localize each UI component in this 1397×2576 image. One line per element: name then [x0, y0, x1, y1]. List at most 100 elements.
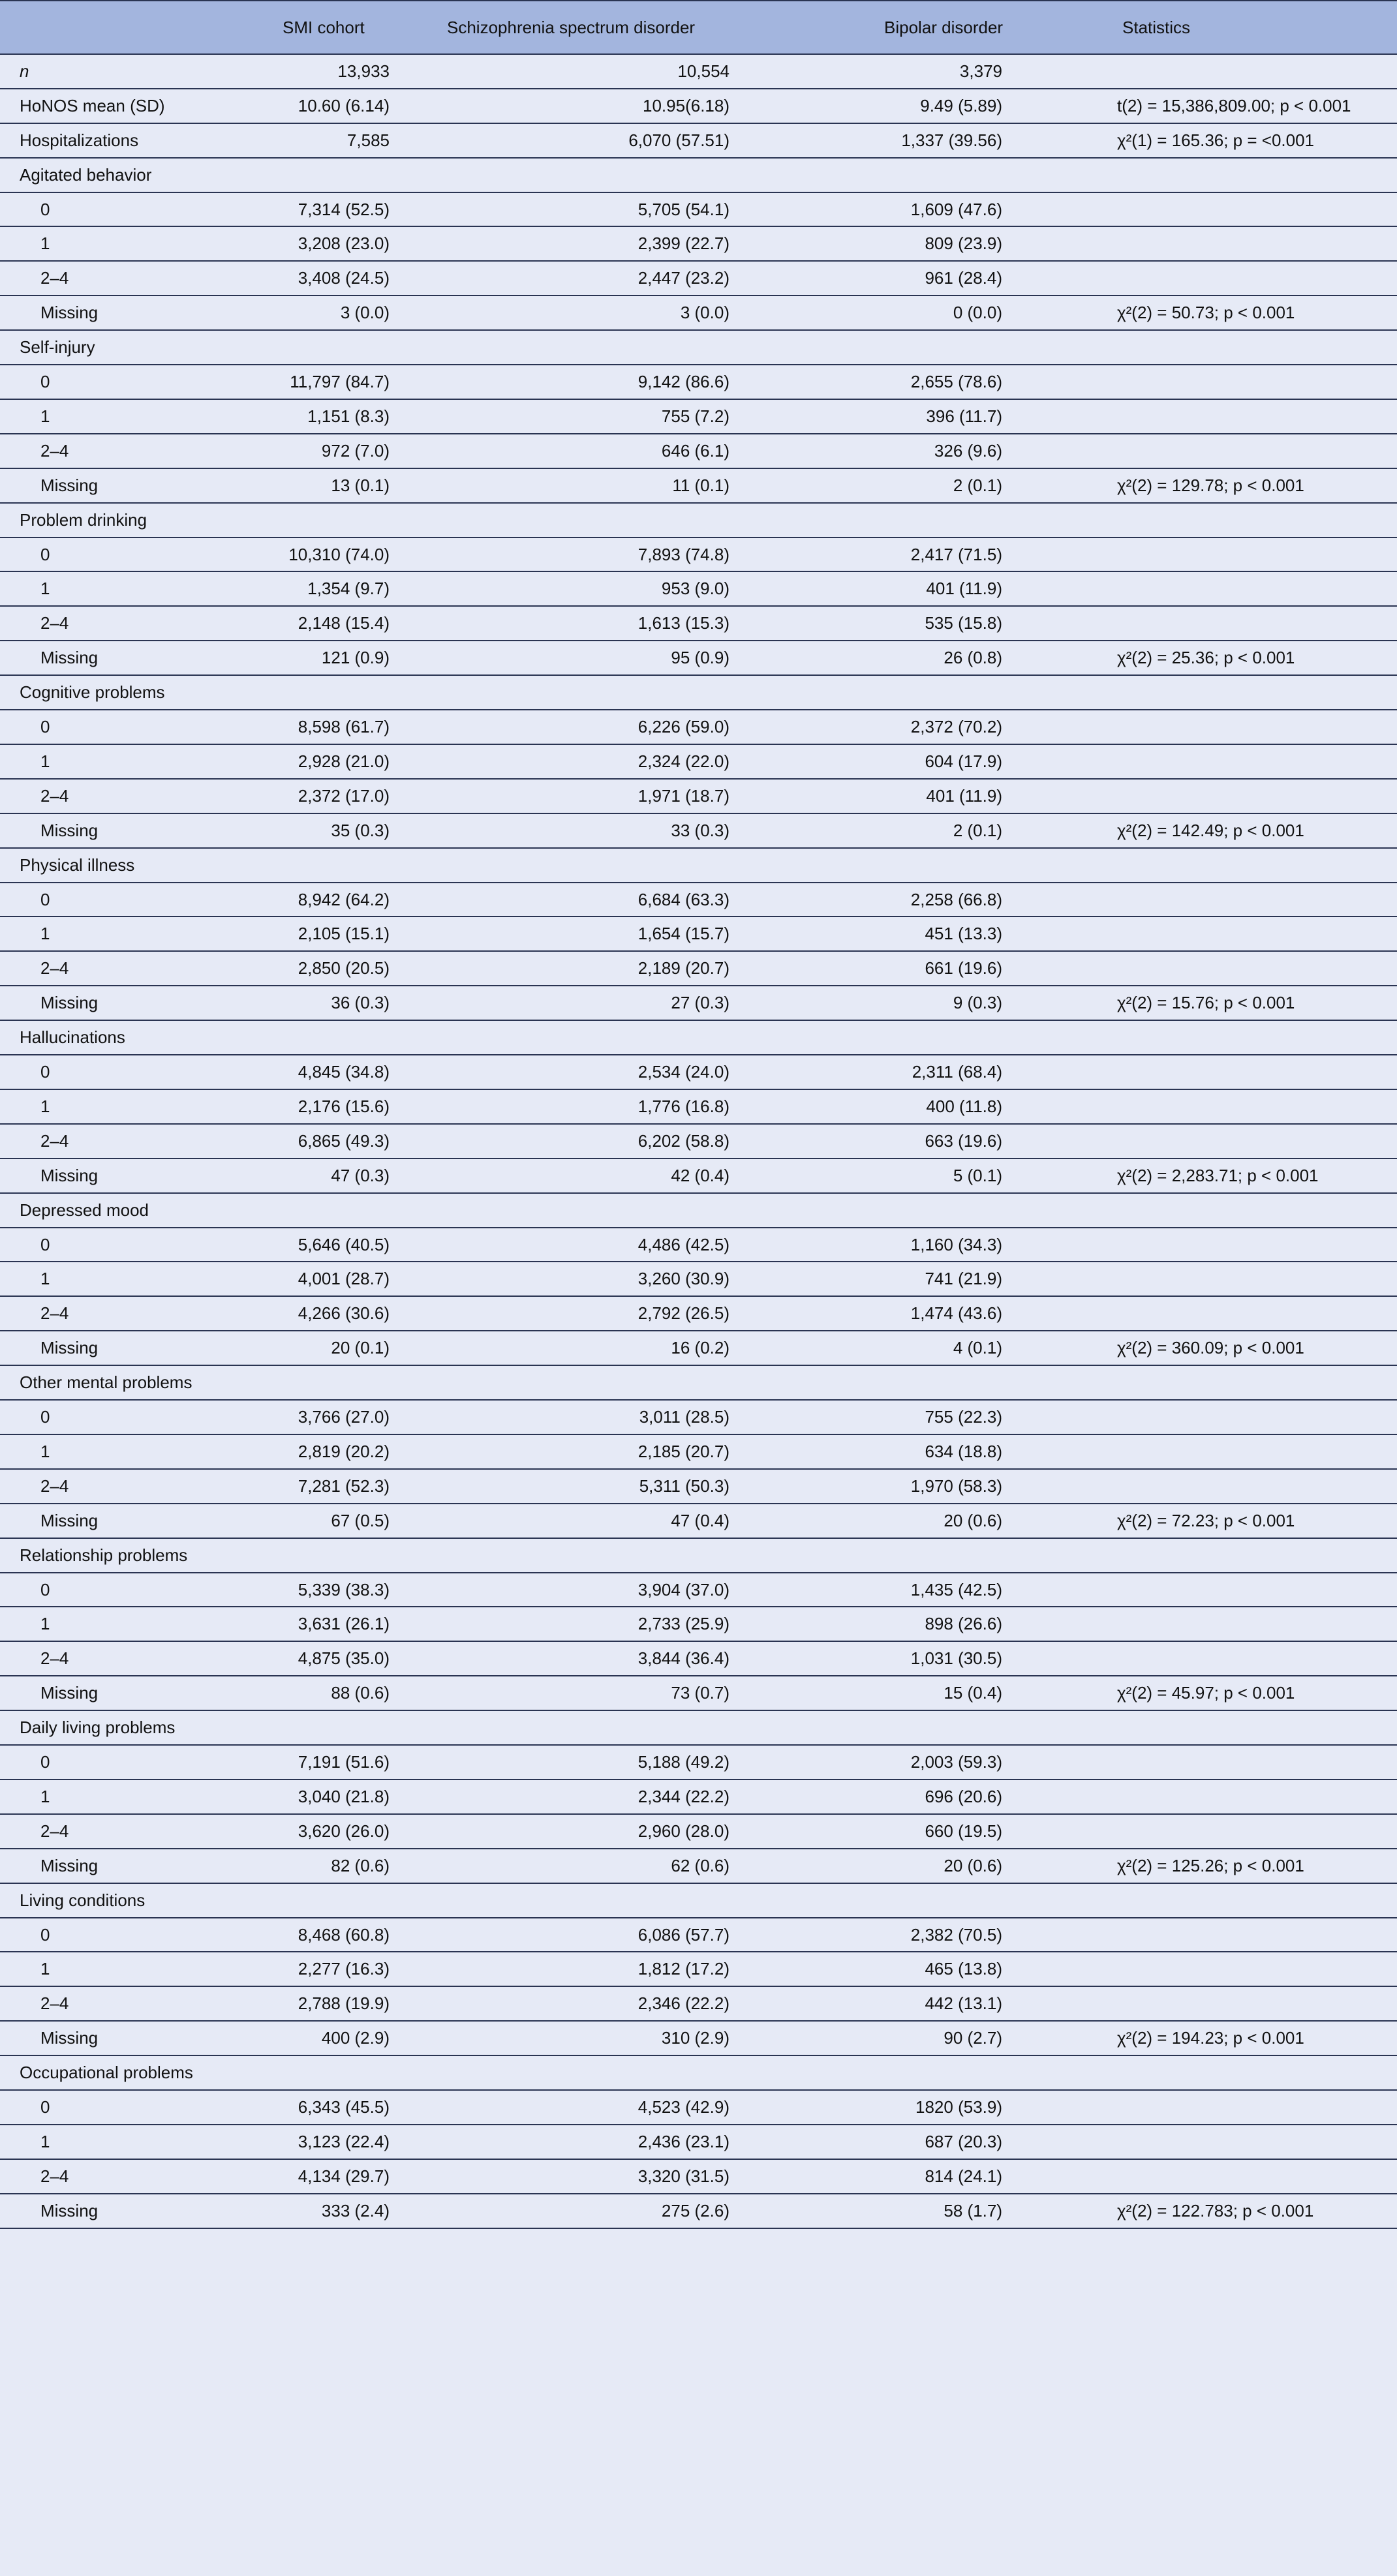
value-cell: 2,346 (22.2): [637, 1993, 729, 2014]
value-cell: 3,844 (36.4): [637, 1648, 729, 1669]
value-cell: 2,382 (70.5): [910, 1924, 1002, 1945]
value-cell: 3 (0.0): [340, 303, 390, 323]
value-cell: 1,613 (15.3): [637, 613, 729, 633]
table-row: 1 3,040 (21.8) 2,344 (22.2) 696 (20.6): [0, 1780, 1397, 1815]
value-cell: 13,933: [337, 61, 390, 81]
table-row: 0 10,310 (74.0) 7,893 (74.8) 2,417 (71.5): [0, 538, 1397, 573]
section-title: Living conditions: [20, 1890, 146, 1910]
value-cell: 755 (22.3): [925, 1407, 1002, 1427]
row-label: 2–4: [40, 268, 69, 288]
row-label: Missing: [40, 1855, 99, 1875]
value-cell: 451 (13.3): [925, 924, 1002, 944]
table-row: Missing 333 (2.4) 275 (2.6) 58 (1.7) χ²(2) =…: [0, 2194, 1397, 2229]
table-row: 0 6,343 (45.5) 4,523 (42.9) 1820 (53.9): [0, 2091, 1397, 2125]
column-header: Statistics: [1122, 17, 1191, 37]
value-cell: 4,134 (29.7): [298, 2166, 390, 2186]
value-cell: 8,468 (60.8): [298, 1924, 390, 1945]
section-title: Depressed mood: [20, 1200, 149, 1220]
value-cell: 396 (11.7): [926, 406, 1002, 426]
value-cell: 2,928 (21.0): [298, 751, 390, 771]
table-row: n 13,933 10,554 3,379: [0, 55, 1397, 89]
section-row: Hallucinations: [0, 1021, 1397, 1056]
value-cell: 6,343 (45.5): [298, 2097, 390, 2117]
row-label: Missing: [40, 2028, 99, 2048]
value-cell: 2,655 (78.6): [910, 372, 1002, 392]
value-cell: 3,766 (27.0): [298, 1407, 390, 1427]
value-cell: 2,176 (15.6): [298, 1096, 390, 1116]
value-cell: 6,202 (58.8): [637, 1130, 729, 1151]
row-label: 0: [40, 1407, 50, 1427]
table-row: 1 2,928 (21.0) 2,324 (22.0) 604 (17.9): [0, 745, 1397, 780]
value-cell: 2,189 (20.7): [637, 958, 729, 978]
column-header: Bipolar disorder: [884, 17, 1004, 37]
value-cell: 9 (0.3): [953, 993, 1002, 1013]
value-cell: 67 (0.5): [331, 1510, 390, 1530]
section-title: Daily living problems: [20, 1718, 176, 1738]
section-row: Occupational problems: [0, 2056, 1397, 2091]
table-row: 1 1,151 (8.3) 755 (7.2) 396 (11.7): [0, 400, 1397, 434]
row-label: 0: [40, 1579, 50, 1599]
value-cell: 2,324 (22.0): [637, 751, 729, 771]
value-cell: 4,875 (35.0): [298, 1648, 390, 1669]
table-row: 0 11,797 (84.7) 9,142 (86.6) 2,655 (78.6): [0, 365, 1397, 400]
table-row: 1 3,123 (22.4) 2,436 (23.1) 687 (20.3): [0, 2125, 1397, 2160]
value-cell: 2,534 (24.0): [637, 1062, 729, 1082]
table-row: 2–4 4,875 (35.0) 3,844 (36.4) 1,031 (30.5): [0, 1642, 1397, 1677]
table-row: Missing 20 (0.1) 16 (0.2) 4 (0.1) χ²(2) = 36…: [0, 1331, 1397, 1367]
value-cell: 3,620 (26.0): [298, 1821, 390, 1841]
table-row: 0 7,191 (51.6) 5,188 (49.2) 2,003 (59.3): [0, 1746, 1397, 1780]
value-cell: 2,788 (19.9): [298, 1993, 390, 2014]
value-cell: 634 (18.8): [925, 1441, 1002, 1461]
value-cell: 1,971 (18.7): [637, 785, 729, 806]
value-cell: 400 (11.8): [926, 1096, 1002, 1116]
row-label: 1: [40, 2131, 50, 2151]
table-row: 1 2,176 (15.6) 1,776 (16.8) 400 (11.8): [0, 1090, 1397, 1125]
row-label: 2–4: [40, 1303, 69, 1324]
section-title: Hallucinations: [20, 1027, 125, 1048]
value-cell: 2,185 (20.7): [637, 1441, 729, 1461]
value-cell: 3,408 (24.5): [298, 268, 390, 288]
section-title: Relationship problems: [20, 1545, 188, 1565]
statistics-cell: χ²(2) = 45.97; p < 0.001: [1117, 1683, 1295, 1703]
table-row: 0 8,598 (61.7) 6,226 (59.0) 2,372 (70.2): [0, 710, 1397, 745]
section-row: Daily living problems: [0, 1711, 1397, 1746]
row-label: 0: [40, 2097, 50, 2117]
row-label: Missing: [40, 475, 99, 495]
value-cell: 9,142 (86.6): [637, 372, 729, 392]
value-cell: 47 (0.3): [331, 1165, 390, 1185]
row-label: n: [20, 61, 29, 81]
table-row: HoNOS mean (SD) 10.60 (6.14) 10.95(6.18) 9.…: [0, 89, 1397, 124]
row-label: 0: [40, 717, 50, 737]
value-cell: 7,191 (51.6): [298, 1752, 390, 1772]
value-cell: 3,631 (26.1): [298, 1614, 390, 1634]
value-cell: 3 (0.0): [680, 303, 729, 323]
row-label: 2–4: [40, 613, 69, 633]
table-row: 2–4 7,281 (52.3) 5,311 (50.3) 1,970 (58.3): [0, 1470, 1397, 1504]
table-row: 2–4 6,865 (49.3) 6,202 (58.8) 663 (19.6): [0, 1125, 1397, 1159]
value-cell: 2,003 (59.3): [910, 1752, 1002, 1772]
value-cell: 663 (19.6): [925, 1130, 1002, 1151]
value-cell: 661 (19.6): [925, 958, 1002, 978]
row-label: 2–4: [40, 1993, 69, 2014]
value-cell: 2,372 (17.0): [298, 785, 390, 806]
value-cell: 11 (0.1): [672, 475, 729, 495]
value-cell: 2,344 (22.2): [637, 1786, 729, 1806]
section-row: Depressed mood: [0, 1194, 1397, 1228]
value-cell: 2,733 (25.9): [637, 1614, 729, 1634]
section-row: Relationship problems: [0, 1539, 1397, 1573]
statistics-cell: χ²(2) = 194.23; p < 0.001: [1117, 2028, 1304, 2048]
value-cell: 2,372 (70.2): [910, 717, 1002, 737]
table-row: Missing 400 (2.9) 310 (2.9) 90 (2.7) χ²(2) =…: [0, 2022, 1397, 2057]
value-cell: 275 (2.6): [661, 2200, 729, 2220]
value-cell: 15 (0.4): [944, 1683, 1002, 1703]
value-cell: 2,447 (23.2): [637, 268, 729, 288]
value-cell: 13 (0.1): [331, 475, 390, 495]
row-label: Missing: [40, 303, 99, 323]
value-cell: 3,208 (23.0): [298, 234, 390, 254]
value-cell: 3,379: [959, 61, 1002, 81]
row-label: 2–4: [40, 1821, 69, 1841]
value-cell: 10.60 (6.14): [298, 95, 390, 115]
value-cell: 2,105 (15.1): [298, 924, 390, 944]
row-label: 1: [40, 1786, 50, 1806]
row-label: 2–4: [40, 1130, 69, 1151]
